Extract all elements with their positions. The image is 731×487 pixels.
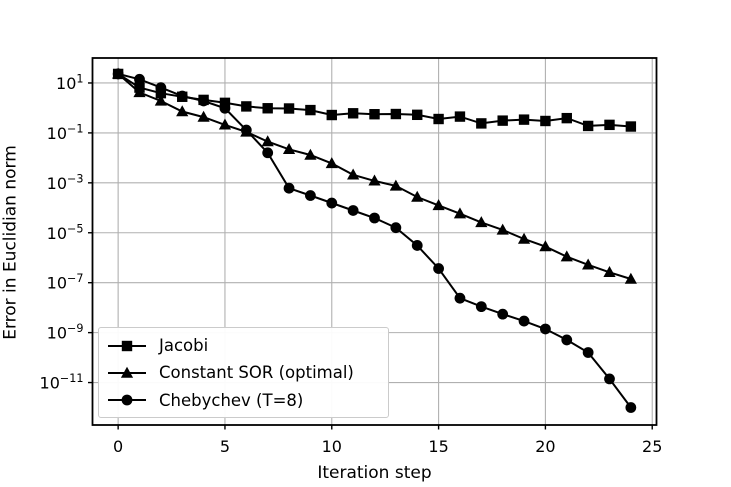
data-point-chebychev-t-8	[390, 222, 402, 234]
x-tick-label: 0	[113, 437, 123, 456]
data-point-chebychev-t-8	[219, 102, 231, 114]
data-point-jacobi	[454, 111, 466, 122]
data-point-jacobi	[326, 109, 337, 121]
y-tick-label: 10−3	[47, 172, 84, 193]
data-point-constant-sor-optimal	[389, 179, 402, 191]
y-tick-label: 10−7	[47, 272, 84, 293]
data-point-jacobi	[433, 113, 444, 125]
legend-marker-chebychev-t-8	[121, 394, 133, 406]
data-point-constant-sor-optimal	[176, 105, 189, 117]
data-point-jacobi	[582, 120, 594, 132]
data-point-jacobi	[241, 101, 252, 112]
data-point-jacobi	[518, 114, 530, 125]
data-point-jacobi	[497, 115, 508, 126]
data-point-jacobi	[412, 109, 423, 121]
data-point-constant-sor-optimal	[197, 110, 210, 122]
data-point-jacobi	[262, 103, 273, 114]
data-point-chebychev-t-8	[347, 205, 359, 216]
data-point-chebychev-t-8	[262, 147, 274, 159]
data-point-chebychev-t-8	[454, 292, 466, 304]
data-point-jacobi	[219, 97, 231, 109]
data-point-jacobi	[540, 115, 551, 127]
data-point-constant-sor-optimal	[453, 207, 467, 219]
legend-item-label: Chebychev (T=8)	[159, 390, 304, 410]
data-point-jacobi	[347, 108, 359, 119]
data-point-chebychev-t-8	[112, 68, 124, 80]
data-point-constant-sor-optimal	[347, 168, 360, 180]
data-point-constant-sor-optimal	[603, 266, 616, 278]
data-point-chebychev-t-8	[625, 402, 637, 413]
data-point-jacobi	[625, 121, 637, 132]
data-point-constant-sor-optimal	[517, 232, 531, 244]
legend-marker-triangle-icon	[108, 366, 146, 378]
data-point-chebychev-t-8	[561, 334, 573, 346]
y-tick-label: 10−5	[47, 222, 84, 243]
data-point-chebychev-t-8	[411, 240, 423, 251]
data-point-constant-sor-optimal	[432, 199, 445, 211]
legend-marker-jacobi	[121, 340, 133, 351]
x-tick-label: 20	[535, 437, 555, 456]
data-point-chebychev-t-8	[369, 212, 380, 224]
y-tick-label: 10−9	[47, 322, 84, 343]
data-point-constant-sor-optimal	[560, 250, 573, 262]
x-axis-label: Iteration step	[317, 463, 432, 483]
data-point-jacobi	[476, 118, 487, 129]
y-tick-label: 10−1	[47, 122, 84, 143]
data-point-chebychev-t-8	[283, 182, 295, 194]
x-tick-label: 25	[642, 437, 662, 456]
y-axis-label: Error in Euclidian norm	[0, 145, 21, 340]
data-point-constant-sor-optimal	[154, 94, 167, 106]
data-point-chebychev-t-8	[155, 82, 167, 94]
data-point-constant-sor-optimal	[282, 143, 296, 155]
data-point-constant-sor-optimal	[624, 272, 637, 284]
x-tick-label: 15	[428, 437, 448, 456]
data-point-chebychev-t-8	[198, 95, 209, 107]
data-point-chebychev-t-8	[134, 73, 145, 85]
legend-item: Jacobi	[106, 332, 388, 359]
data-point-constant-sor-optimal	[218, 118, 232, 130]
legend-item: Chebychev (T=8)	[106, 387, 388, 414]
data-point-constant-sor-optimal	[411, 190, 424, 202]
data-point-constant-sor-optimal	[304, 148, 317, 160]
data-point-chebychev-t-8	[433, 263, 444, 274]
data-point-chebychev-t-8	[497, 308, 509, 320]
data-point-constant-sor-optimal	[539, 240, 552, 252]
legend-item-label: Constant SOR (optimal)	[159, 363, 354, 383]
data-point-chebychev-t-8	[540, 323, 551, 335]
data-point-jacobi	[283, 103, 295, 114]
x-tick-label: 5	[220, 437, 230, 456]
legend-item-label: Jacobi	[159, 336, 209, 356]
y-tick-label: 10−11	[40, 372, 84, 393]
y-tick-label: 101	[56, 72, 83, 93]
data-point-chebychev-t-8	[604, 373, 615, 385]
data-point-chebychev-t-8	[240, 124, 252, 136]
data-point-jacobi	[369, 109, 380, 120]
data-point-constant-sor-optimal	[582, 258, 595, 270]
x-tick-label: 10	[322, 437, 342, 456]
legend: Jacobi Constant SOR (optimal) Chebychev …	[98, 327, 389, 418]
legend-marker-square-icon	[108, 340, 146, 351]
data-point-constant-sor-optimal	[496, 223, 509, 235]
data-point-chebychev-t-8	[326, 197, 338, 209]
data-point-chebychev-t-8	[176, 90, 188, 102]
axes-spines	[91, 57, 658, 426]
legend-marker-constant-sor-optimal	[120, 366, 134, 378]
data-point-chebychev-t-8	[475, 301, 487, 313]
data-point-constant-sor-optimal	[475, 216, 488, 228]
data-point-chebychev-t-8	[305, 190, 316, 201]
data-point-constant-sor-optimal	[325, 157, 338, 169]
data-point-jacobi	[305, 104, 316, 116]
data-point-chebychev-t-8	[582, 347, 594, 358]
data-point-constant-sor-optimal	[261, 135, 274, 147]
data-point-jacobi	[155, 87, 167, 99]
legend-item: Constant SOR (optimal)	[106, 359, 388, 386]
data-point-jacobi	[390, 108, 402, 120]
data-point-constant-sor-optimal	[368, 174, 381, 186]
data-point-jacobi	[561, 112, 572, 124]
legend-marker-circle-icon	[108, 394, 146, 406]
data-point-constant-sor-optimal	[133, 86, 146, 98]
data-point-jacobi	[604, 119, 615, 131]
data-point-chebychev-t-8	[518, 315, 530, 327]
